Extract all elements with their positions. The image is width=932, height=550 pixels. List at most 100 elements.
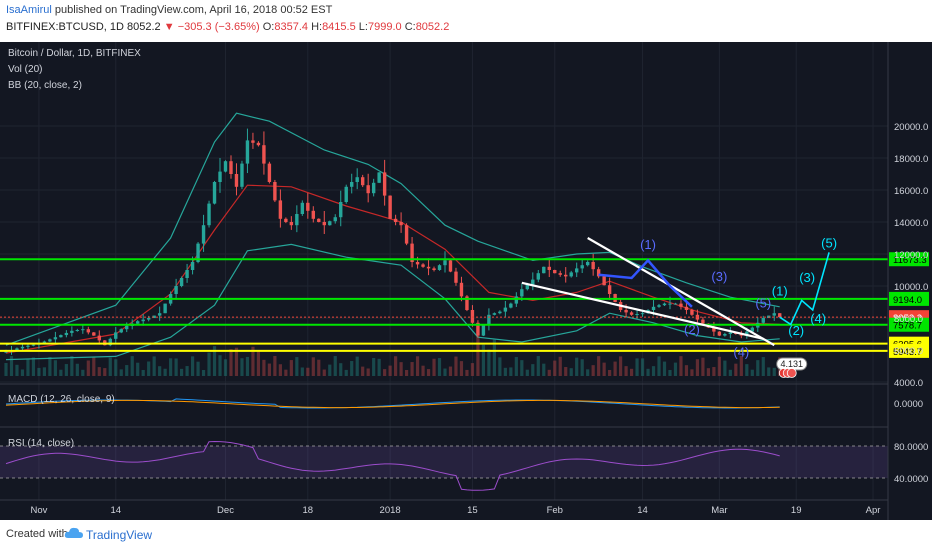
candle-body: [371, 182, 376, 194]
candle-body: [410, 243, 414, 262]
level-label-bg: [889, 252, 929, 267]
volume-bar: [394, 356, 398, 376]
wave-blue-line: [598, 258, 693, 308]
candle-body: [520, 289, 524, 297]
volume-bar: [399, 362, 403, 376]
footer: Created with TradingView: [0, 520, 932, 550]
close-value: 8052.2: [415, 21, 450, 33]
candle-body: [295, 214, 299, 226]
candle-body: [761, 318, 765, 323]
volume-bar: [75, 363, 79, 376]
volume-bar: [26, 359, 30, 376]
wave-label: (5): [821, 236, 837, 251]
candle-body: [750, 327, 754, 332]
vol-legend: Vol (20): [8, 64, 42, 75]
created-with-text: Created with: [6, 528, 68, 540]
candle-body: [42, 341, 47, 344]
volume-bar: [624, 366, 628, 376]
volume-bar: [487, 349, 491, 376]
candle-body: [690, 310, 694, 315]
candle-body: [388, 195, 392, 219]
candle-body: [273, 182, 277, 201]
volume-bar: [619, 356, 623, 376]
candle-body: [651, 306, 656, 310]
volume-bar: [20, 369, 25, 376]
candle-body: [657, 305, 661, 307]
candle-body: [119, 329, 123, 333]
wave-label: (1): [772, 284, 788, 299]
volume-bar: [437, 358, 442, 376]
candle-body: [125, 326, 129, 330]
volume-bar: [673, 362, 678, 376]
tradingview-brand[interactable]: TradingView: [86, 528, 153, 542]
volume-bar: [756, 360, 760, 376]
volume-bar: [163, 368, 167, 376]
volume-bar: [569, 368, 573, 376]
candle-body: [454, 271, 458, 283]
candle-body: [223, 161, 228, 172]
candle-body: [92, 332, 96, 336]
volume-bar: [86, 360, 90, 376]
volume-bar: [646, 368, 650, 376]
volume-bar: [608, 369, 612, 376]
x-tick-label: Nov: [30, 505, 47, 516]
volume-bar: [410, 362, 414, 376]
trendline: [521, 281, 764, 340]
candle-body: [333, 217, 337, 222]
candle-body: [481, 325, 486, 336]
volume-bar: [372, 357, 376, 376]
volume-bar: [350, 361, 354, 376]
candle-body: [569, 272, 573, 277]
candle-body: [662, 303, 667, 306]
candle-body: [498, 311, 502, 314]
volume-bar: [59, 369, 63, 376]
author-link[interactable]: IsaAmirul: [6, 4, 52, 16]
candle-body: [558, 273, 562, 275]
volume-bar: [509, 367, 513, 376]
chart-background: [0, 42, 932, 520]
volume-bar: [558, 356, 562, 376]
drawing-overlay: (1)(2)(3)(4)(5)(1)(2)(3)(4)(5)4.131: [521, 236, 837, 378]
candle-body: [712, 327, 716, 332]
volume-bar: [377, 358, 381, 376]
level-label-bg: [889, 317, 929, 332]
volume-bar: [37, 367, 41, 376]
volume-bar: [234, 347, 239, 376]
volume-bar: [317, 359, 321, 376]
candle-body: [15, 348, 19, 350]
candle-body: [26, 345, 30, 347]
candle-body: [4, 351, 8, 353]
candle-body: [350, 182, 354, 187]
volume-bar: [553, 360, 557, 376]
candle-body: [553, 270, 557, 274]
candle-body: [174, 286, 178, 294]
candle-body: [536, 273, 540, 280]
volume-bar: [750, 369, 754, 376]
wave-label: (2): [684, 322, 700, 337]
volume-bar: [547, 369, 551, 376]
volume-bar: [300, 367, 304, 376]
volume-bar: [745, 364, 749, 376]
x-tick-label: 14: [110, 505, 121, 516]
volume-bar: [712, 367, 716, 376]
volume-bar: [103, 368, 107, 376]
candle-body: [267, 163, 272, 182]
candle-body: [196, 243, 200, 262]
level-label-bg: [889, 343, 929, 358]
volume-bar: [125, 365, 129, 376]
candle-body: [542, 266, 546, 274]
candle-body: [778, 313, 782, 318]
candle-body: [322, 222, 326, 226]
y-tick-label: 16000.0: [894, 186, 928, 197]
volume-bar: [706, 368, 710, 376]
volume-bar: [267, 363, 271, 376]
x-tick-label: Apr: [866, 505, 881, 516]
volume-bar: [15, 364, 19, 376]
low-label: L:: [358, 21, 368, 33]
last-price: 8052.2: [127, 21, 161, 33]
macd-signal-line: [5, 399, 780, 409]
volume-bar: [92, 356, 96, 376]
candle-body: [426, 266, 431, 269]
candle-body: [421, 264, 425, 267]
